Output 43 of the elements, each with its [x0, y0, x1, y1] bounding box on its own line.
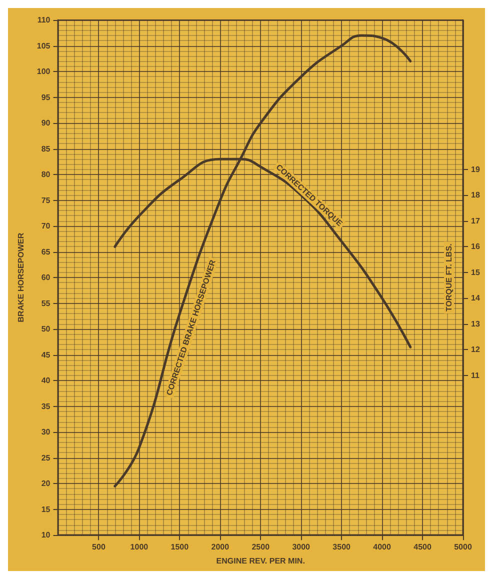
x-tick-label: 5000: [454, 542, 472, 552]
y2-axis-title: TORQUE FT. LBS.: [444, 244, 454, 312]
y-tick-label: 10: [41, 530, 51, 540]
y-tick-label: 60: [41, 273, 51, 282]
y2-tick-label: 17: [471, 216, 480, 226]
y-tick-label: 20: [41, 479, 51, 488]
x-tick-label: 2500: [252, 542, 270, 552]
y-axis-title: BRAKE HORSEPOWER: [16, 232, 26, 322]
y-tick-label: 40: [41, 376, 51, 386]
x-axis-title: ENGINE REV. PER MIN.: [216, 556, 305, 566]
y-tick-label: 65: [41, 247, 51, 256]
y-tick-label: 85: [41, 144, 51, 154]
y2-tick-label: 14: [471, 294, 480, 303]
y-tick-label: 30: [41, 428, 51, 437]
x-tick-label: 1500: [170, 542, 190, 552]
y-tick-label: 110: [37, 16, 51, 24]
y2-tick-label: 15: [471, 268, 480, 277]
x-tick-label: 3000: [292, 542, 311, 552]
y-tick-label: 50: [41, 324, 51, 334]
y2-tick-label: 12: [471, 345, 480, 354]
x-tick-label: 3500: [332, 542, 352, 552]
y-tick-label: 80: [41, 170, 51, 180]
x-tick-label: 4500: [414, 542, 432, 552]
y2-tick-label: 16: [471, 242, 480, 252]
x-tick-label: 2000: [211, 542, 230, 552]
x-tick-label: 1000: [130, 542, 149, 552]
y2-tick-label: 18: [471, 190, 480, 200]
y-tick-label: 15: [41, 504, 51, 514]
y-tick-label: 105: [36, 41, 51, 50]
y-tick-label: 75: [41, 196, 51, 205]
x-tick-label: 500: [92, 542, 106, 552]
y-tick-label: 25: [41, 453, 51, 462]
y2-tick-label: 19: [471, 164, 480, 174]
y2-tick-label: 11: [471, 370, 480, 380]
y2-tick-label: 13: [471, 319, 480, 328]
x-tick-label: 4000: [373, 542, 392, 552]
y-tick-label: 45: [41, 350, 51, 360]
y-tick-label: 95: [41, 92, 51, 102]
y-tick-label: 70: [41, 222, 51, 231]
y-tick-label: 55: [41, 298, 51, 308]
y-tick-label: 100: [36, 67, 51, 76]
y-tick-label: 90: [41, 118, 51, 128]
y-tick-label: 35: [41, 402, 51, 411]
